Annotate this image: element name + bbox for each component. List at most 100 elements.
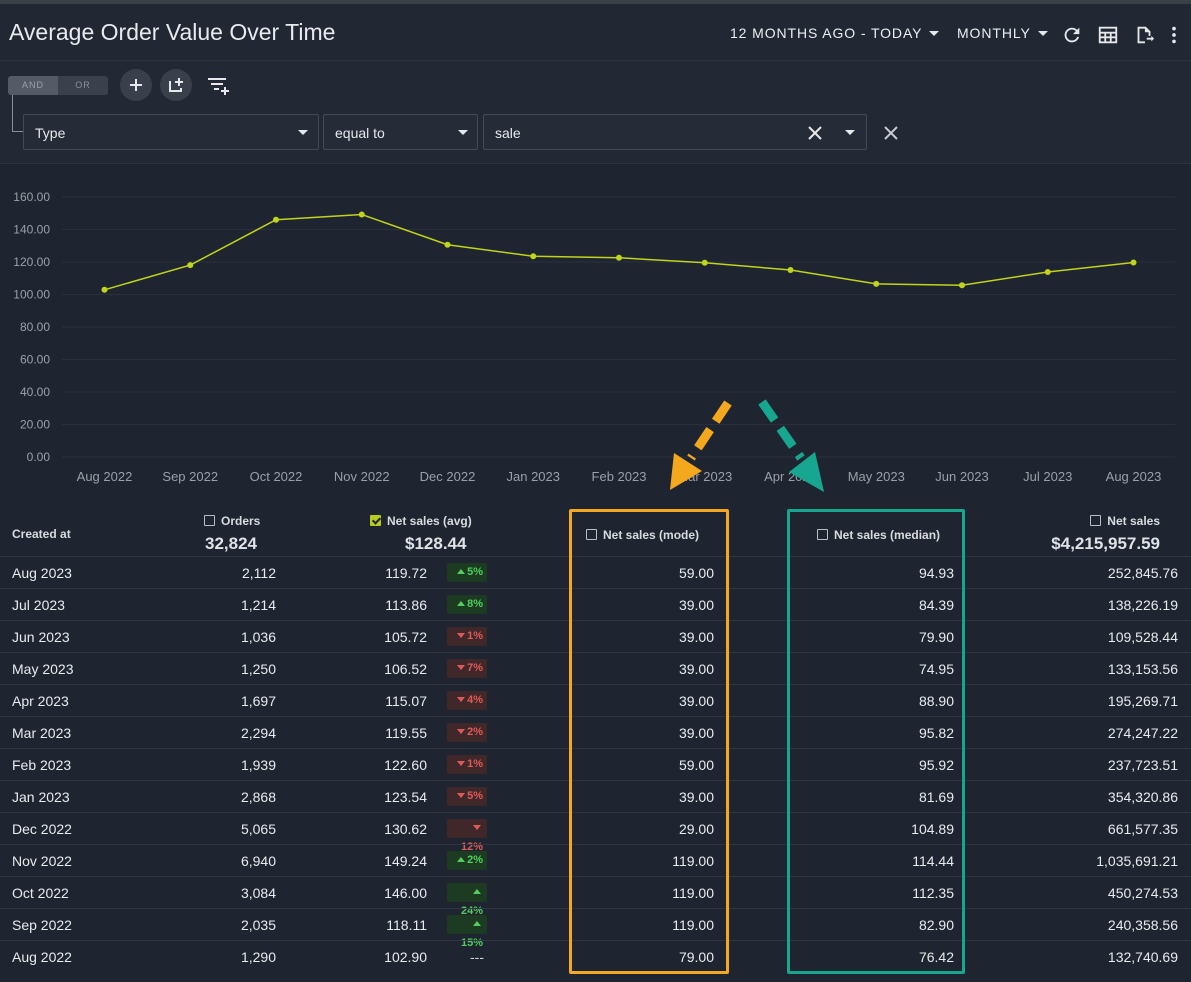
export-icon[interactable] — [1133, 24, 1155, 46]
filter-field-value: Type — [35, 125, 66, 141]
col-header-median[interactable]: Net sales (median) — [817, 528, 940, 542]
total-net: $4,215,957.59 — [1051, 534, 1160, 553]
col-header-orders[interactable]: Orders — [204, 514, 260, 528]
chevron-down-icon — [1037, 31, 1048, 36]
table-row: Aug 2022 1,290 102.90 --- 79.00 76.42 132,740.… — [0, 940, 1191, 972]
cell-net: 661,577.35 — [1107, 821, 1178, 837]
filter-add-icon[interactable] — [206, 75, 230, 97]
data-point — [873, 280, 880, 287]
cell-avg: 130.62 — [384, 821, 427, 837]
table-row: Apr 2023 1,697 115.07 4% 39.00 88.90 195,269.7… — [0, 684, 1191, 716]
cell-net: 1,035,691.21 — [1096, 853, 1178, 869]
arrow-down-icon — [457, 729, 466, 734]
cell-avg: 106.52 — [384, 661, 427, 677]
y-tick-label: 60.00 — [20, 353, 50, 367]
col-header-orders-label: Orders — [221, 514, 261, 528]
clear-value-icon[interactable] — [807, 125, 823, 141]
cell-orders: 1,214 — [240, 597, 276, 613]
total-avg: $128.44 — [405, 534, 467, 553]
table-row: Jul 2023 1,214 113.86 8% 39.00 84.39 138,226.1… — [0, 588, 1191, 620]
col-header-avg[interactable]: Net sales (avg) — [370, 514, 472, 528]
cell-mode: 119.00 — [672, 885, 714, 901]
arrow-down-icon — [473, 825, 481, 830]
cell-avg: 122.60 — [384, 757, 427, 773]
filter-value-text: sale — [495, 125, 521, 141]
col-header-net[interactable]: Net sales — [1090, 514, 1160, 528]
orders-checkbox[interactable] — [204, 515, 215, 526]
net-checkbox[interactable] — [1090, 515, 1102, 526]
granularity-dropdown[interactable]: MONTHLY — [957, 25, 1048, 41]
or-toggle[interactable]: OR — [75, 80, 91, 90]
cell-mode: 29.00 — [678, 821, 714, 837]
cell-avg: 118.11 — [386, 917, 427, 933]
chevron-down-icon — [929, 31, 940, 36]
cell-net: 133,153.56 — [1107, 661, 1178, 677]
arrow-up-icon — [473, 889, 481, 894]
plus-icon — [130, 79, 142, 91]
and-toggle[interactable]: AND — [8, 76, 58, 95]
change-badge-none: --- — [470, 949, 484, 965]
cell-median: 94.93 — [918, 565, 954, 581]
cell-net: 240,358.56 — [1107, 917, 1178, 933]
cell-created-at: Aug 2022 — [12, 949, 72, 965]
cell-created-at: Apr 2023 — [12, 693, 69, 709]
filter-field-select[interactable]: Type — [23, 114, 319, 150]
cell-orders: 2,868 — [240, 789, 276, 805]
y-tick-label: 160.00 — [13, 190, 50, 204]
change-badge-down: 4% — [447, 691, 487, 710]
data-point — [187, 262, 194, 269]
date-range-dropdown[interactable]: 12 MONTHS AGO - TODAY — [730, 25, 940, 41]
cell-net: 252,845.76 — [1107, 565, 1178, 581]
filter-value-input[interactable]: sale — [483, 114, 867, 150]
more-vertical-icon[interactable] — [1163, 24, 1185, 46]
cell-median: 95.82 — [918, 725, 954, 741]
cell-mode: 39.00 — [678, 661, 714, 677]
table-row: Jan 2023 2,868 123.54 5% 39.00 81.69 354,320.8… — [0, 780, 1191, 812]
change-percent: 8% — [467, 598, 483, 610]
x-tick-label: Jan 2023 — [507, 469, 561, 484]
median-checkbox[interactable] — [817, 529, 828, 540]
avg-checkbox-checked[interactable] — [370, 515, 381, 526]
change-percent: 1% — [467, 630, 483, 642]
cell-created-at: Jul 2023 — [12, 597, 65, 613]
cell-net: 138,226.19 — [1107, 597, 1178, 613]
cell-orders: 1,290 — [240, 949, 276, 965]
cell-orders: 1,036 — [240, 629, 276, 645]
data-point — [1130, 259, 1137, 266]
mode-checkbox[interactable] — [586, 529, 597, 540]
data-point — [273, 216, 279, 223]
add-filter-group-button[interactable] — [160, 69, 192, 101]
arrow-up-icon — [457, 601, 466, 606]
data-point — [701, 259, 708, 266]
table-view-icon[interactable] — [1097, 24, 1119, 46]
change-percent: 5% — [467, 790, 483, 802]
cell-avg: 113.86 — [385, 597, 427, 613]
logic-toggle[interactable]: AND OR — [8, 76, 108, 95]
data-table: Created at Orders 32,824 Net sales (avg)… — [0, 494, 1191, 982]
table-row: Jun 2023 1,036 105.72 1% 39.00 79.90 109,528.4… — [0, 620, 1191, 652]
filter-bar: AND OR Type equal to sale — [0, 61, 1191, 164]
arrow-up-icon — [457, 569, 466, 574]
col-header-mode-label: Net sales (mode) — [603, 528, 700, 542]
col-header-mode[interactable]: Net sales (mode) — [586, 528, 699, 542]
filter-operator-select[interactable]: equal to — [323, 114, 478, 150]
add-filter-button[interactable] — [120, 69, 152, 101]
arrow-up-icon — [457, 857, 466, 862]
col-header-created-at[interactable]: Created at — [12, 527, 71, 541]
cell-mode: 39.00 — [678, 725, 714, 741]
x-tick-label: May 2023 — [848, 469, 905, 484]
change-badge-down: 5% — [447, 787, 487, 806]
cell-created-at: Nov 2022 — [12, 853, 72, 869]
change-badge-up: 8% — [447, 595, 487, 614]
mode-annotation-arrow — [670, 400, 732, 490]
cell-mode: 39.00 — [678, 789, 714, 805]
cell-median: 76.42 — [918, 949, 954, 965]
table-row: Mar 2023 2,294 119.55 2% 39.00 95.82 274,247.2… — [0, 716, 1191, 748]
remove-filter-icon[interactable] — [882, 124, 900, 142]
cell-orders: 2,294 — [240, 725, 276, 741]
x-tick-label: Feb 2023 — [592, 469, 647, 484]
cell-median: 112.35 — [912, 885, 954, 901]
cell-created-at: Jan 2023 — [12, 789, 70, 805]
cell-created-at: Jun 2023 — [12, 629, 70, 645]
x-tick-label: Jul 2023 — [1023, 469, 1072, 484]
